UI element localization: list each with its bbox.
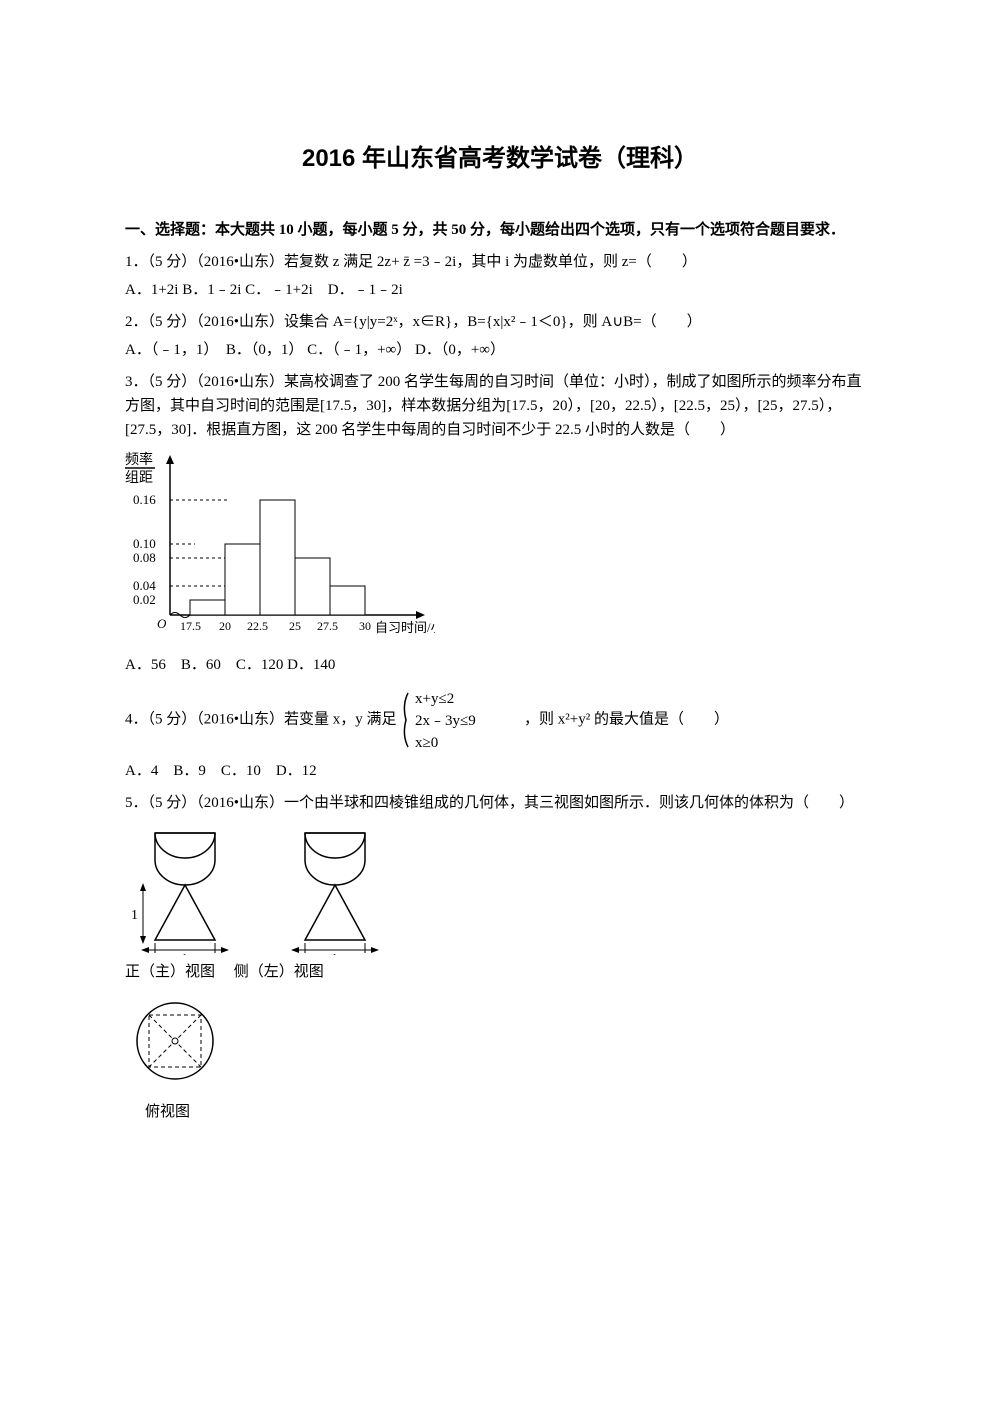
q3-text: 3．（5 分）（2016•山东）某高校调查了 200 名学生每周的自习时间（单位… <box>125 370 875 442</box>
q4-options: A．4 B．9 C．10 D．12 <box>125 759 875 783</box>
svg-text:x≥0: x≥0 <box>415 735 438 751</box>
q4-before: 4．（5 分）（2016•山东）若变量 x，y 满足 <box>125 711 397 727</box>
svg-text:0.16: 0.16 <box>133 492 156 507</box>
svg-text:0.08: 0.08 <box>133 550 156 565</box>
q2-text: 2．（5 分）（2016•山东）设集合 A={y|y=2ˣ，x∈R}，B={x|… <box>125 310 875 334</box>
svg-text:0.10: 0.10 <box>133 536 156 551</box>
q1-text: 1．（5 分）（2016•山东）若复数 z 满足 2z+ z̄ =3﹣2i，其中… <box>125 250 875 274</box>
three-view-diagram: 1 1 1 正（主）视图 侧（左）视图 <box>125 825 875 1124</box>
page-title: 2016 年山东省高考数学试卷（理科） <box>125 140 875 178</box>
svg-text:1: 1 <box>131 908 138 923</box>
side-view-label: 侧（左）视图 <box>234 964 324 980</box>
q1-options: A．1+2i B．1﹣2i C．﹣1+2i D．﹣1﹣2i <box>125 278 875 302</box>
view-labels-row1: 正（主）视图 侧（左）视图 <box>125 960 875 984</box>
svg-text:0.04: 0.04 <box>133 578 156 593</box>
svg-text:30: 30 <box>359 619 371 633</box>
svg-text:2x﹣3y≤9: 2x﹣3y≤9 <box>415 713 476 729</box>
svg-text:x+y≤2: x+y≤2 <box>415 691 454 707</box>
q4-after: ，则 x²+y² 的最大值是（ ） <box>524 711 729 727</box>
q4-text: 4．（5 分）（2016•山东）若变量 x，y 满足 x+y≤2 2x﹣3y≤9… <box>125 685 875 755</box>
top-view-label: 俯视图 <box>145 1100 875 1124</box>
ylabel-top: 频率 <box>125 451 153 468</box>
front-view-label: 正（主）视图 <box>125 964 215 980</box>
svg-text:25: 25 <box>289 619 301 633</box>
front-view: 1 1 <box>125 825 245 955</box>
svg-text:0.02: 0.02 <box>133 592 156 607</box>
svg-text:20: 20 <box>219 619 231 633</box>
svg-text:27.5: 27.5 <box>317 619 338 633</box>
svg-text:O: O <box>157 616 167 631</box>
section-header: 一、选择题：本大题共 10 小题，每小题 5 分，共 50 分，每小题给出四个选… <box>125 218 875 242</box>
svg-text:17.5: 17.5 <box>180 619 201 633</box>
q4-constraints: x+y≤2 2x﹣3y≤9 x≥0 <box>400 685 520 755</box>
svg-text:自习时间/小时: 自习时间/小时 <box>375 620 435 635</box>
q5-text: 5．（5 分）（2016•山东）一个由半球和四棱锥组成的几何体，其三视图如图所示… <box>125 791 875 815</box>
top-view <box>125 999 225 1089</box>
svg-text:1: 1 <box>181 952 188 955</box>
side-view: 1 <box>275 825 395 955</box>
ylabel-bottom: 组距 <box>125 470 153 486</box>
q3-options: A．56 B．60 C．120 D．140 <box>125 653 875 677</box>
histogram-chart: 频率 组距 O 0.16 0.10 0.08 0.04 0.02 17.5 20… <box>125 450 875 649</box>
svg-text:1: 1 <box>331 952 338 955</box>
q2-options: A．（﹣1，1） B．（0，1） C．（﹣1，+∞） D．（0，+∞） <box>125 338 875 362</box>
svg-text:22.5: 22.5 <box>247 619 268 633</box>
